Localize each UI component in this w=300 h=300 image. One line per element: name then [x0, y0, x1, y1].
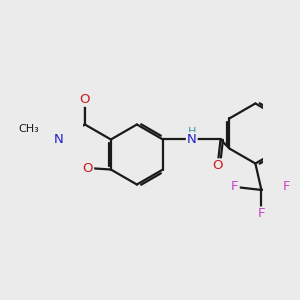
- Text: O: O: [212, 159, 223, 172]
- Text: CH₃: CH₃: [19, 124, 39, 134]
- Text: H: H: [188, 127, 196, 137]
- Text: F: F: [283, 180, 290, 194]
- Text: F: F: [231, 180, 239, 194]
- Text: O: O: [82, 161, 93, 175]
- Text: N: N: [187, 133, 196, 146]
- Text: F: F: [258, 208, 265, 220]
- Text: N: N: [54, 133, 64, 146]
- Text: O: O: [80, 93, 90, 106]
